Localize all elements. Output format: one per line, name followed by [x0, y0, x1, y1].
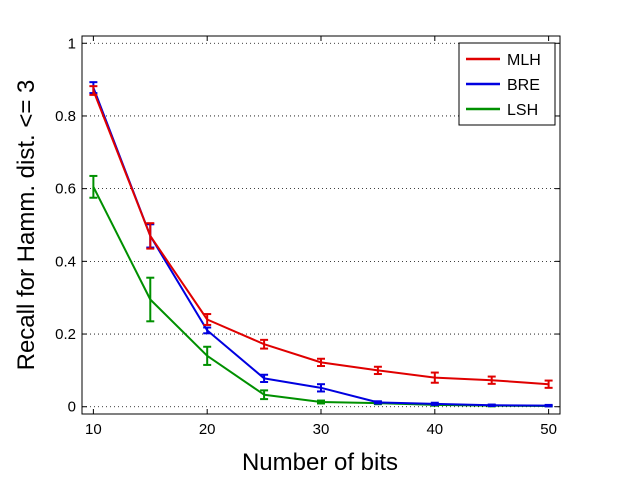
x-tick-label: 40 [426, 421, 443, 438]
y-tick-label: 0.8 [55, 108, 76, 125]
legend: MLH BRE LSH [458, 42, 556, 126]
error-bar [203, 326, 212, 335]
legend-label: BRE [507, 77, 540, 94]
y-tick-label: 0.2 [55, 326, 76, 343]
series-layer [89, 81, 553, 408]
series-line [92, 186, 549, 408]
series-line [92, 90, 549, 386]
legend-label: LSH [507, 102, 538, 119]
y-tick-label: 0.4 [55, 253, 76, 270]
error-bar [430, 371, 439, 384]
error-bar [430, 401, 439, 406]
error-bar [373, 365, 382, 376]
x-tick-label: 50 [540, 421, 557, 438]
legend-item-mlh: MLH [466, 52, 541, 69]
error-bar [544, 379, 553, 389]
series-mlh [89, 85, 553, 389]
y-tick-label: 0.6 [55, 181, 76, 198]
legend-item-bre: BRE [466, 77, 540, 94]
error-bar [89, 85, 98, 96]
error-bar [317, 357, 325, 368]
y-tick-label: 1 [68, 35, 76, 52]
error-bar [487, 403, 496, 408]
x-tick-label: 30 [313, 421, 330, 438]
error-bar [544, 403, 553, 408]
error-bar [317, 383, 325, 393]
legend-label: MLH [507, 52, 541, 69]
error-bar [89, 174, 98, 199]
legend-item-lsh: LSH [466, 102, 538, 119]
error-bar [260, 389, 269, 401]
error-bar [373, 400, 382, 405]
error-bar [146, 222, 155, 250]
series-bre [89, 81, 553, 408]
axis-ticks: 0 0.2 0.4 0.6 0.8 1 10 20 30 40 50 [55, 35, 560, 438]
error-bar [260, 373, 269, 384]
error-bar [203, 345, 212, 366]
y-tick-label: 0 [68, 399, 76, 416]
x-tick-label: 10 [85, 421, 102, 438]
x-axis-label: Number of bits [242, 449, 398, 476]
error-bar [260, 338, 269, 350]
error-bar [146, 276, 155, 323]
error-bar [203, 313, 212, 326]
error-bar [317, 399, 325, 405]
x-tick-label: 20 [199, 421, 216, 438]
series-lsh [89, 174, 553, 408]
y-axis-label: Recall for Hamm. dist. <= 3 [13, 80, 40, 371]
error-bar [487, 375, 496, 385]
